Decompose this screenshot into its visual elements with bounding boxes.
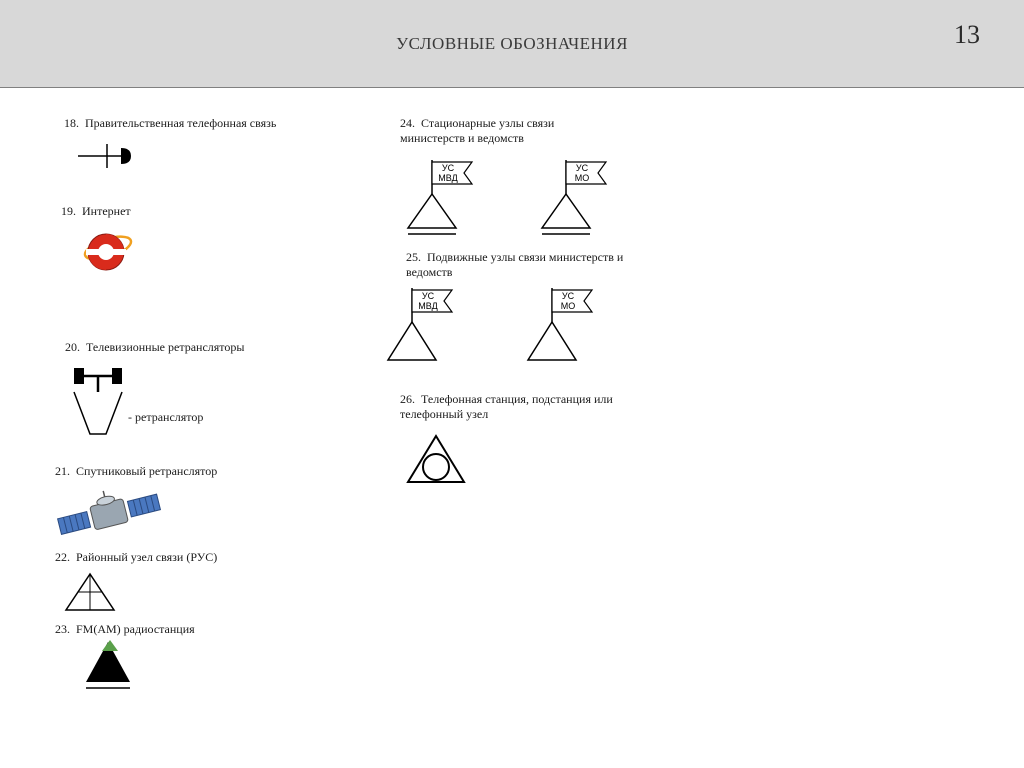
stationary-node-mo-icon: УС МО <box>534 156 614 238</box>
item-18-num: 18. <box>64 116 79 130</box>
item-20-sub: - ретранслятор <box>128 410 203 425</box>
page-number: 13 <box>954 20 980 50</box>
item-26-label: 26. Телефонная станция, подстанция или т… <box>400 392 613 422</box>
item-22-label: 22. Районный узел связи (РУС) <box>55 550 217 565</box>
internet-explorer-icon <box>78 222 138 280</box>
flag-mvd-l1: УС <box>442 163 455 173</box>
gov-phone-icon <box>75 136 145 176</box>
item-23-label: 23. FM(AM) радиостанция <box>55 622 195 637</box>
mobile-node-mvd-icon: УС МВД <box>380 284 460 366</box>
item-24-num: 24. <box>400 116 415 130</box>
flag-mvd-l1-mobile: УС <box>422 291 435 301</box>
item-20-num: 20. <box>65 340 80 354</box>
item-21-label: 21. Спутниковый ретранслятор <box>55 464 217 479</box>
item-21-num: 21. <box>55 464 70 478</box>
item-24-text-l2: министерств и ведомств <box>400 131 524 145</box>
satellite-icon <box>50 482 170 546</box>
tv-relay-icon <box>56 364 126 438</box>
flag-mo-l1-mobile: УС <box>562 291 575 301</box>
item-25-label: 25. Подвижные узлы связи министерств и в… <box>406 250 623 280</box>
stationary-node-mvd-icon: УС МВД <box>400 156 480 238</box>
item-24-text-l1: Стационарные узлы связи <box>421 116 554 130</box>
item-25-text-l2: ведомств <box>406 265 452 279</box>
flag-mo-l1: УС <box>576 163 589 173</box>
item-19-num: 19. <box>61 204 76 218</box>
item-18-text: Правительственная телефонная связь <box>85 116 276 130</box>
item-26-num: 26. <box>400 392 415 406</box>
mobile-node-mo-icon: УС МО <box>520 284 600 366</box>
flag-mvd-l2-mobile: МВД <box>418 301 437 311</box>
item-19-text: Интернет <box>82 204 131 218</box>
page-title: УСЛОВНЫЕ ОБОЗНАЧЕНИЯ <box>0 34 1024 54</box>
item-18-label: 18. Правительственная телефонная связь <box>64 116 276 131</box>
item-24-label: 24. Стационарные узлы связи министерств … <box>400 116 554 146</box>
item-19-label: 19. Интернет <box>61 204 131 219</box>
radio-station-icon <box>80 638 140 692</box>
item-22-text: Районный узел связи (РУС) <box>76 550 217 564</box>
item-25-num: 25. <box>406 250 421 264</box>
item-23-num: 23. <box>55 622 70 636</box>
district-node-icon <box>60 568 120 618</box>
flag-mo-l2-mobile: МО <box>561 301 576 311</box>
phone-station-icon <box>402 430 472 490</box>
item-21-text: Спутниковый ретранслятор <box>76 464 217 478</box>
item-23-text: FM(AM) радиостанция <box>76 622 195 636</box>
item-25-text-l1: Подвижные узлы связи министерств и <box>427 250 623 264</box>
flag-mo-l2: МО <box>575 173 590 183</box>
item-20-text: Телевизионные ретрансляторы <box>86 340 244 354</box>
flag-mvd-l2: МВД <box>438 173 457 183</box>
page-header: УСЛОВНЫЕ ОБОЗНАЧЕНИЯ 13 <box>0 0 1024 88</box>
item-26-text-l1: Телефонная станция, подстанция или <box>421 392 613 406</box>
item-22-num: 22. <box>55 550 70 564</box>
item-26-text-l2: телефонный узел <box>400 407 488 421</box>
item-20-label: 20. Телевизионные ретрансляторы <box>65 340 244 355</box>
